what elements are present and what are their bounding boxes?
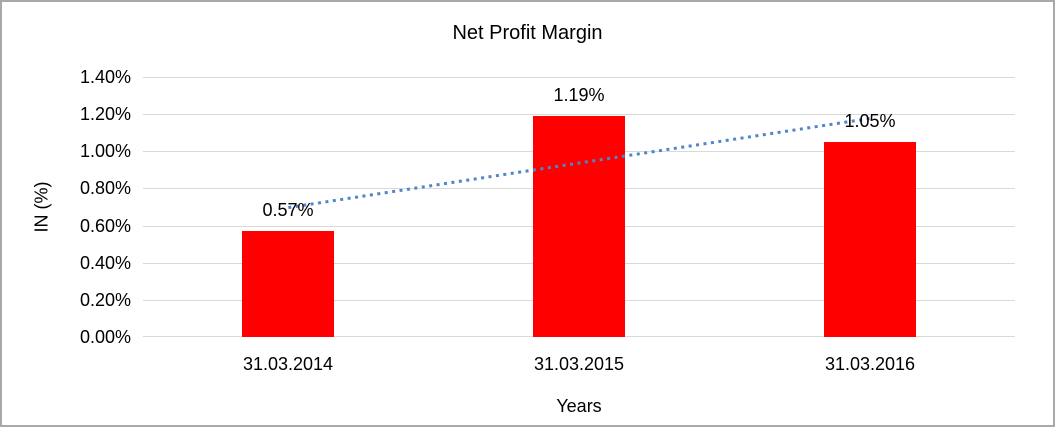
- data-label: 0.57%: [262, 200, 314, 220]
- trendline: [288, 116, 870, 210]
- trendline-line: [288, 116, 870, 210]
- gridline: [143, 77, 1015, 78]
- plot-area: [143, 77, 1015, 337]
- y-tick-label: 1.40%: [79, 67, 131, 87]
- y-axis-title: IN (%): [31, 181, 52, 233]
- y-tick-label: 1.20%: [79, 104, 131, 125]
- x-tick-label: 31.03.2015: [533, 354, 625, 374]
- y-tick-label: 0.40%: [79, 252, 131, 273]
- bar-31.03.2015: [533, 116, 625, 337]
- y-tick-label: 0.80%: [79, 178, 131, 199]
- data-label: 1.19%: [553, 85, 605, 105]
- bar-31.03.2014: [242, 231, 334, 337]
- y-tick-label: 0.00%: [79, 327, 131, 347]
- x-tick-label: 31.03.2014: [242, 354, 334, 374]
- data-label: 1.05%: [844, 111, 896, 131]
- x-axis-title: Years: [556, 396, 602, 416]
- x-tick-label: 31.03.2016: [824, 354, 916, 374]
- chart-title: Net Profit Margin: [452, 22, 603, 44]
- gridline: [143, 114, 1015, 115]
- bar-31.03.2016: [824, 142, 916, 337]
- y-tick-label: 0.20%: [79, 289, 131, 310]
- y-tick-label: 1.00%: [79, 141, 131, 162]
- y-tick-label: 0.60%: [79, 215, 131, 236]
